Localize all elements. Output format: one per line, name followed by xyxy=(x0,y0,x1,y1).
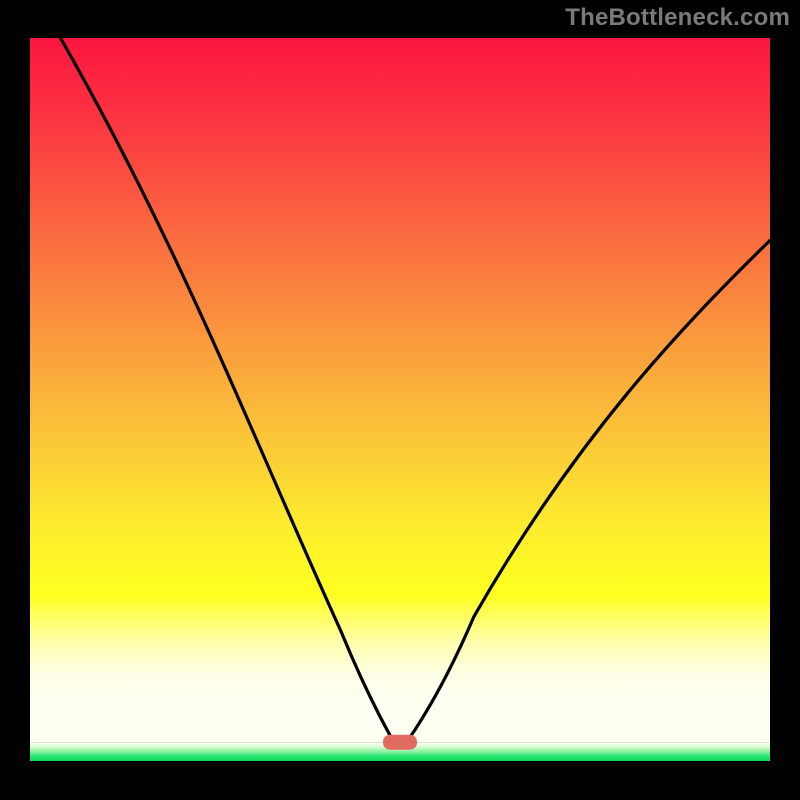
bottleneck-curve-chart xyxy=(0,0,800,800)
plot-gradient-background xyxy=(30,38,770,742)
minimum-marker xyxy=(383,735,417,750)
chart-stage: TheBottleneck.com xyxy=(0,0,800,800)
